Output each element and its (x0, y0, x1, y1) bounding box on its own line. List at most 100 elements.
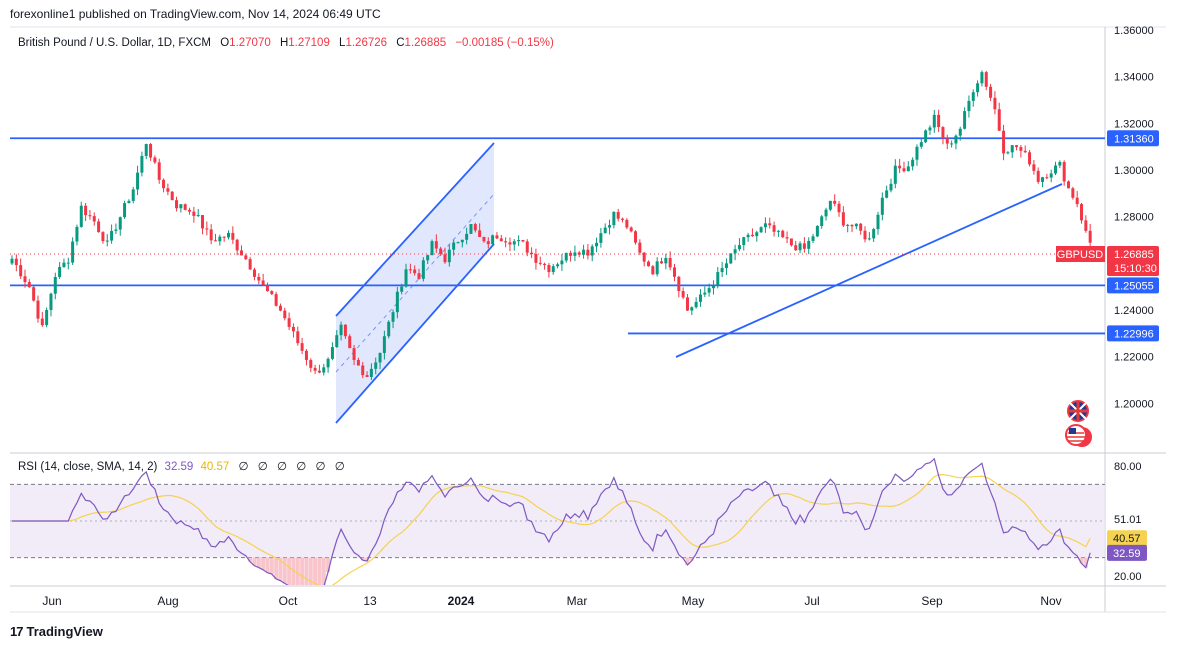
candle-body[interactable] (1041, 177, 1045, 182)
candle-body[interactable] (937, 114, 941, 128)
candle-body[interactable] (750, 234, 754, 237)
candle-body[interactable] (928, 127, 932, 131)
candle-body[interactable] (209, 229, 213, 241)
candle-body[interactable] (651, 266, 655, 275)
candle-body[interactable] (1045, 177, 1049, 179)
candle-body[interactable] (1088, 230, 1092, 243)
candle-body[interactable] (538, 262, 542, 264)
candle-body[interactable] (958, 128, 962, 136)
candle-body[interactable] (1006, 152, 1010, 154)
candle-body[interactable] (690, 307, 694, 311)
candle-body[interactable] (265, 284, 269, 292)
candle-body[interactable] (759, 227, 763, 233)
candle-body[interactable] (1049, 173, 1053, 178)
candle-body[interactable] (469, 224, 473, 234)
candle-body[interactable] (681, 291, 685, 298)
candle-body[interactable] (521, 240, 525, 242)
candle-body[interactable] (716, 272, 720, 286)
candle-body[interactable] (525, 241, 529, 253)
candle-body[interactable] (491, 235, 495, 245)
candle-body[interactable] (417, 273, 421, 279)
candle-body[interactable] (685, 297, 689, 311)
candle-body[interactable] (36, 300, 40, 319)
candle-body[interactable] (945, 138, 949, 144)
candle-body[interactable] (642, 252, 646, 262)
candle-body[interactable] (460, 239, 464, 243)
candle-body[interactable] (504, 241, 508, 243)
candle-body[interactable] (547, 264, 551, 273)
candle-body[interactable] (27, 282, 31, 288)
candle-body[interactable] (573, 252, 577, 256)
candle-body[interactable] (863, 230, 867, 240)
candle-body[interactable] (854, 223, 858, 227)
candle-body[interactable] (872, 229, 876, 239)
candle-body[interactable] (737, 245, 741, 250)
candle-body[interactable] (352, 348, 356, 361)
candle-body[interactable] (1023, 150, 1027, 153)
candle-body[interactable] (123, 203, 127, 218)
candle-body[interactable] (867, 238, 871, 240)
candle-body[interactable] (434, 241, 438, 249)
candle-body[interactable] (62, 262, 66, 267)
candle-body[interactable] (530, 252, 534, 255)
candle-body[interactable] (127, 200, 131, 204)
candle-body[interactable] (846, 224, 850, 226)
candle-body[interactable] (92, 216, 96, 222)
candle-body[interactable] (426, 255, 430, 261)
candle-body[interactable] (556, 264, 560, 267)
footer[interactable]: 17 TradingView (10, 624, 103, 639)
candle-body[interactable] (348, 336, 352, 349)
candle-body[interactable] (902, 168, 906, 172)
candle-body[interactable] (564, 252, 568, 261)
candle-body[interactable] (149, 144, 153, 158)
rsi-sma-line[interactable] (12, 474, 1091, 587)
candle-body[interactable] (707, 288, 711, 293)
candle-body[interactable] (785, 237, 789, 239)
candle-body[interactable] (482, 236, 486, 242)
candle-body[interactable] (625, 219, 629, 228)
candle-body[interactable] (859, 223, 863, 231)
candle-body[interactable] (698, 294, 702, 302)
candle-body[interactable] (270, 291, 274, 295)
candle-body[interactable] (508, 242, 512, 245)
candle-body[interactable] (1084, 220, 1088, 231)
candle-body[interactable] (776, 230, 780, 232)
candle-body[interactable] (815, 225, 819, 237)
candle-body[interactable] (45, 309, 49, 326)
candle-body[interactable] (84, 205, 88, 216)
candle-body[interactable] (967, 100, 971, 112)
candle-body[interactable] (19, 265, 23, 277)
candle-body[interactable] (638, 242, 642, 253)
candle-body[interactable] (287, 318, 291, 327)
candle-body[interactable] (577, 252, 581, 255)
candle-body[interactable] (183, 204, 187, 210)
candle-body[interactable] (218, 236, 222, 242)
candle-body[interactable] (192, 211, 196, 216)
candle-body[interactable] (569, 252, 573, 256)
candle-body[interactable] (244, 255, 248, 260)
candle-body[interactable] (984, 72, 988, 87)
candle-body[interactable] (71, 241, 75, 263)
candle-body[interactable] (170, 191, 174, 201)
candle-body[interactable] (746, 234, 750, 238)
candle-body[interactable] (486, 241, 490, 245)
candle-body[interactable] (49, 293, 53, 310)
candle-body[interactable] (629, 227, 633, 232)
candle-body[interactable] (374, 362, 378, 369)
candle-body[interactable] (889, 183, 893, 191)
candle-body[interactable] (880, 197, 884, 215)
candle-body[interactable] (664, 258, 668, 264)
candle-body[interactable] (23, 276, 27, 283)
channel-lower-line[interactable] (335, 243, 495, 424)
candle-body[interactable] (300, 343, 304, 351)
candle-body[interactable] (88, 215, 92, 217)
candle-body[interactable] (1019, 147, 1023, 151)
candle-body[interactable] (543, 263, 547, 265)
candle-body[interactable] (1067, 181, 1071, 189)
candle-body[interactable] (915, 146, 919, 160)
gb-flag-icon[interactable] (1067, 400, 1089, 422)
candle-body[interactable] (1032, 164, 1036, 171)
candle-body[interactable] (1058, 162, 1062, 166)
candle-body[interactable] (395, 291, 399, 313)
candle-body[interactable] (231, 232, 235, 240)
